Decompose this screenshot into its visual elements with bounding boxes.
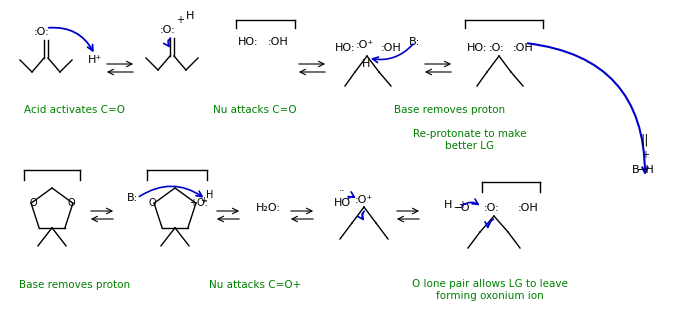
Text: B:: B:	[410, 37, 421, 47]
Text: ─O: ─O	[454, 203, 470, 213]
Text: +: +	[641, 150, 649, 160]
Text: :O:: :O:	[484, 203, 500, 213]
Text: ¨: ¨	[339, 190, 345, 200]
Text: O: O	[148, 198, 156, 208]
Text: HO:: HO:	[466, 43, 487, 53]
Text: :O:: :O:	[489, 43, 505, 53]
Text: O lone pair allows LG to leave
forming oxonium ion: O lone pair allows LG to leave forming o…	[412, 279, 568, 301]
Text: +: +	[176, 15, 184, 25]
Text: ||: ||	[641, 134, 649, 147]
Text: B─H: B─H	[631, 165, 655, 175]
Text: B:: B:	[127, 193, 139, 203]
Text: :OH: :OH	[512, 43, 534, 53]
Text: H: H	[362, 59, 370, 69]
Text: :O:: :O:	[160, 25, 176, 35]
Text: O: O	[29, 198, 37, 208]
Text: :O⁺: :O⁺	[356, 40, 374, 50]
Text: +: +	[200, 196, 207, 205]
Text: :O:: :O:	[34, 27, 50, 37]
Text: Re-protonate to make
better LG: Re-protonate to make better LG	[413, 129, 527, 151]
Text: Nu attacks C=O+: Nu attacks C=O+	[209, 280, 301, 290]
Text: HO: HO	[333, 198, 351, 208]
Text: H: H	[444, 200, 452, 210]
Text: H⁺: H⁺	[88, 55, 102, 65]
Text: HO:: HO:	[334, 43, 355, 53]
Text: :OH: :OH	[380, 43, 402, 53]
Text: Base removes proton: Base removes proton	[395, 105, 505, 115]
Text: :OH: :OH	[518, 203, 538, 213]
Text: +O:: +O:	[189, 198, 207, 208]
Text: H: H	[186, 11, 194, 21]
Text: HO:: HO:	[238, 37, 259, 47]
Text: :O⁺: :O⁺	[355, 195, 373, 205]
Text: H: H	[207, 190, 213, 200]
Text: Nu attacks C=O: Nu attacks C=O	[213, 105, 297, 115]
Text: +: +	[458, 200, 466, 210]
Text: Acid activates C=O: Acid activates C=O	[25, 105, 125, 115]
Text: H₂O:: H₂O:	[256, 203, 280, 213]
Text: :OH: :OH	[267, 37, 289, 47]
Text: Base removes proton: Base removes proton	[19, 280, 131, 290]
Text: O: O	[67, 198, 75, 208]
